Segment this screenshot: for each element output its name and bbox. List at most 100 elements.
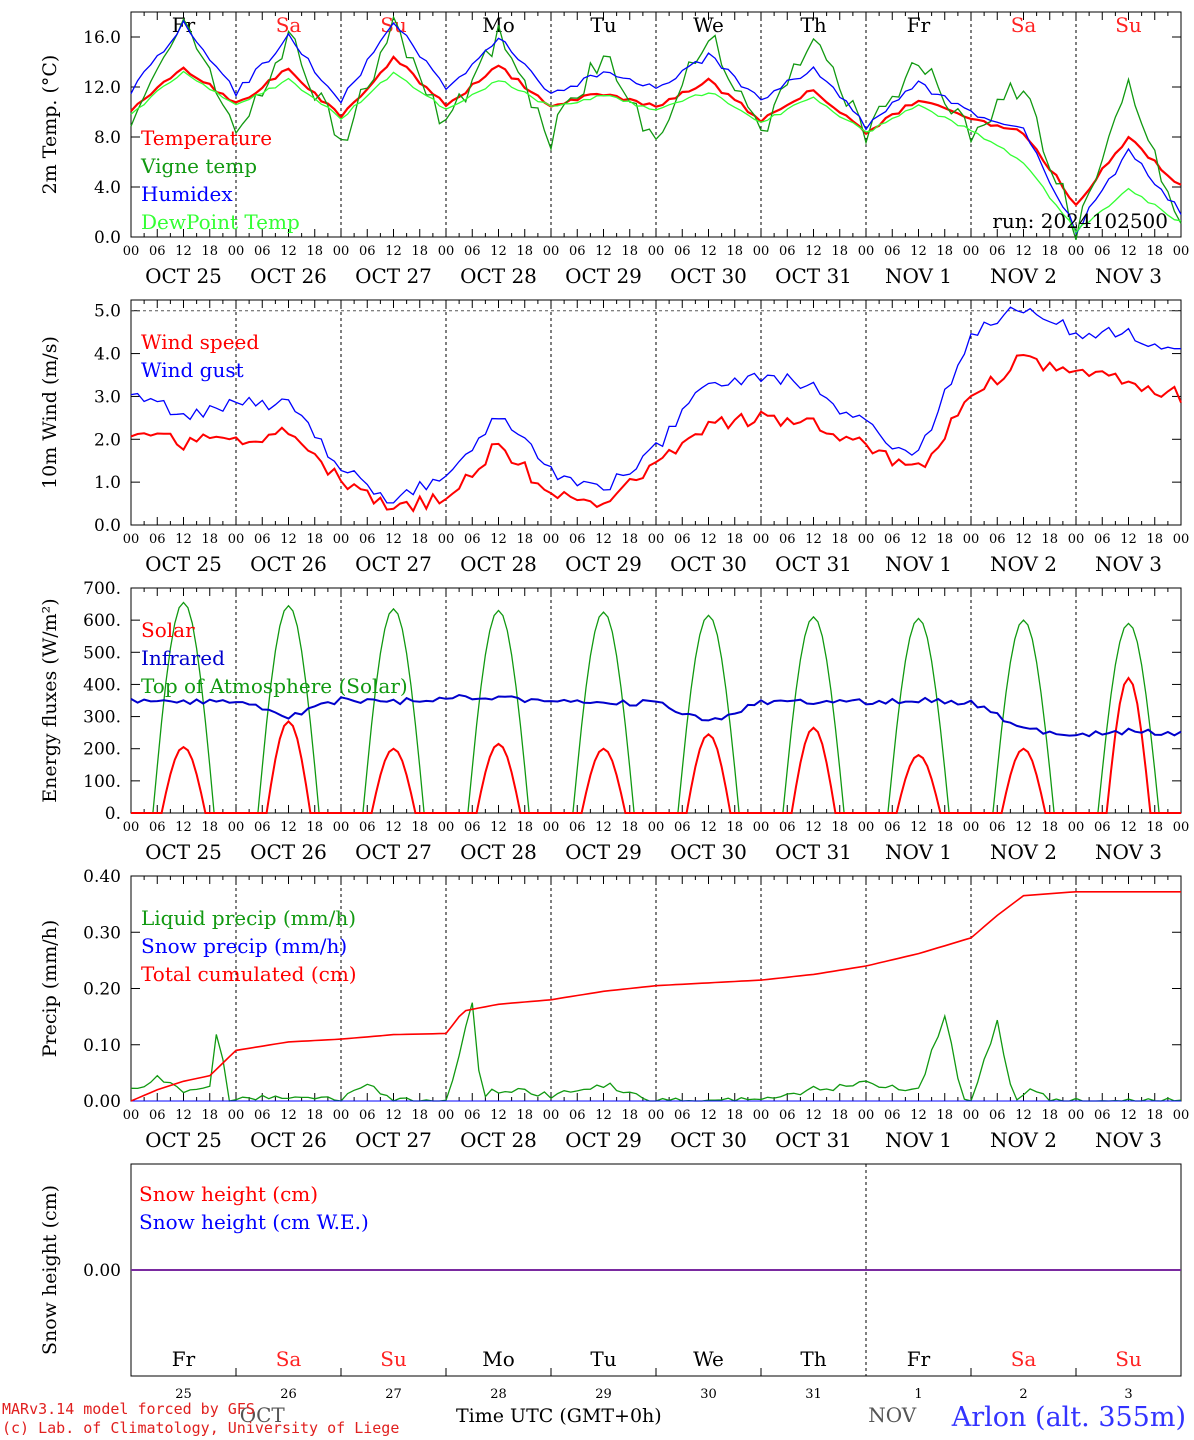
y-tick-label: 16.0 (83, 28, 121, 48)
hour-label: 18 (726, 820, 743, 835)
weekday-label: Tu (590, 1347, 616, 1371)
infrared-line (130, 693, 1182, 738)
weekday-label: We (693, 1347, 724, 1371)
hour-label: 00 (543, 532, 560, 547)
weekday-label: Sa (1011, 1347, 1037, 1371)
day-number: 1 (914, 1387, 922, 1402)
hour-label: 00 (123, 1108, 140, 1123)
weekday-label: Th (800, 1347, 826, 1371)
hour-label: 12 (595, 820, 612, 835)
hour-label: 00 (333, 532, 350, 547)
weekday-label: We (693, 13, 724, 37)
hour-label: 18 (936, 244, 953, 259)
hour-label: 06 (989, 244, 1006, 259)
hour-label: 00 (228, 820, 245, 835)
date-label: OCT 31 (775, 840, 852, 864)
hour-label: 06 (989, 532, 1006, 547)
y-axis-label: Snow height (cm) (39, 1185, 61, 1355)
hour-label: 18 (726, 244, 743, 259)
panel-frame (130, 11, 1182, 238)
hour-label: 18 (726, 532, 743, 547)
hour-label: 00 (753, 1108, 770, 1123)
hour-label: 12 (1015, 532, 1032, 547)
hour-label: 06 (464, 244, 481, 259)
hour-label: 12 (910, 1108, 927, 1123)
hour-label: 12 (490, 244, 507, 259)
hour-label: 12 (805, 820, 822, 835)
date-label: NOV 2 (990, 1128, 1057, 1152)
x-axis-title: Time UTC (GMT+0h) (456, 1405, 662, 1427)
solar-line (131, 676, 1181, 814)
hour-label: 12 (490, 1108, 507, 1123)
hour-label: 12 (1015, 244, 1032, 259)
hour-label: 12 (595, 532, 612, 547)
hour-label: 00 (858, 820, 875, 835)
hour-label: 00 (858, 244, 875, 259)
y-tick-label: 200. (83, 740, 121, 760)
temp-series-line (130, 55, 1182, 207)
hour-label: 00 (228, 244, 245, 259)
hour-label: 06 (569, 1108, 586, 1123)
hour-label: 06 (359, 532, 376, 547)
hour-label: 18 (1146, 532, 1163, 547)
weekday-label: Su (380, 1347, 407, 1371)
y-tick-label: 400. (83, 675, 121, 695)
hour-label: 12 (385, 532, 402, 547)
weekday-label: Sa (1011, 13, 1037, 37)
hour-label: 06 (779, 820, 796, 835)
hour-label: 00 (228, 532, 245, 547)
hour-label: 12 (700, 820, 717, 835)
temp-series-line (130, 70, 1182, 234)
hour-label: 00 (438, 532, 455, 547)
model-credit: MARv3.14 model forced by GFS (2, 1400, 255, 1418)
hour-label: 12 (490, 820, 507, 835)
date-label: OCT 27 (355, 840, 432, 864)
hour-label: 06 (149, 820, 166, 835)
hour-label: 18 (936, 820, 953, 835)
hour-label: 00 (1173, 532, 1190, 547)
hour-label: 00 (123, 244, 140, 259)
hour-label: 06 (884, 532, 901, 547)
cumulated-precip-line (130, 890, 1181, 1102)
date-label: OCT 30 (670, 552, 747, 576)
day-number: 29 (595, 1387, 612, 1402)
legend-entry: Total cumulated (cm) (141, 962, 357, 986)
weekday-label: Th (800, 13, 826, 37)
hour-label: 18 (831, 820, 848, 835)
hour-label: 12 (595, 1108, 612, 1123)
hour-label: 06 (359, 244, 376, 259)
hour-label: 00 (438, 1108, 455, 1123)
hour-label: 18 (201, 532, 218, 547)
hour-label: 18 (621, 244, 638, 259)
hour-label: 00 (123, 820, 140, 835)
hour-label: 18 (411, 244, 428, 259)
y-tick-label: 500. (83, 643, 121, 663)
date-label: OCT 29 (565, 552, 642, 576)
date-label: OCT 31 (775, 264, 852, 288)
hour-label: 18 (1146, 820, 1163, 835)
hour-label: 06 (359, 820, 376, 835)
hour-label: 12 (175, 820, 192, 835)
hour-label: 06 (149, 532, 166, 547)
hour-label: 12 (385, 244, 402, 259)
hour-label: 06 (569, 244, 586, 259)
hour-label: 18 (1041, 532, 1058, 547)
hour-label: 18 (411, 532, 428, 547)
hour-label: 12 (910, 820, 927, 835)
hour-label: 18 (516, 244, 533, 259)
hour-label: 12 (1120, 244, 1137, 259)
y-tick-label: 100. (83, 772, 121, 792)
hour-label: 18 (1041, 1108, 1058, 1123)
hour-label: 06 (464, 1108, 481, 1123)
hour-label: 00 (1068, 244, 1085, 259)
hour-label: 12 (1015, 820, 1032, 835)
y-tick-label: 0.40 (83, 867, 121, 887)
y-tick-label: 0.00 (83, 1261, 121, 1281)
hour-label: 00 (858, 532, 875, 547)
y-tick-label: 8.0 (94, 128, 121, 148)
date-label: NOV 1 (885, 552, 952, 576)
hour-label: 12 (1015, 1108, 1032, 1123)
run-annotation: run: 2024102500 (992, 209, 1168, 233)
date-label: NOV 1 (885, 840, 952, 864)
hour-label: 12 (700, 244, 717, 259)
